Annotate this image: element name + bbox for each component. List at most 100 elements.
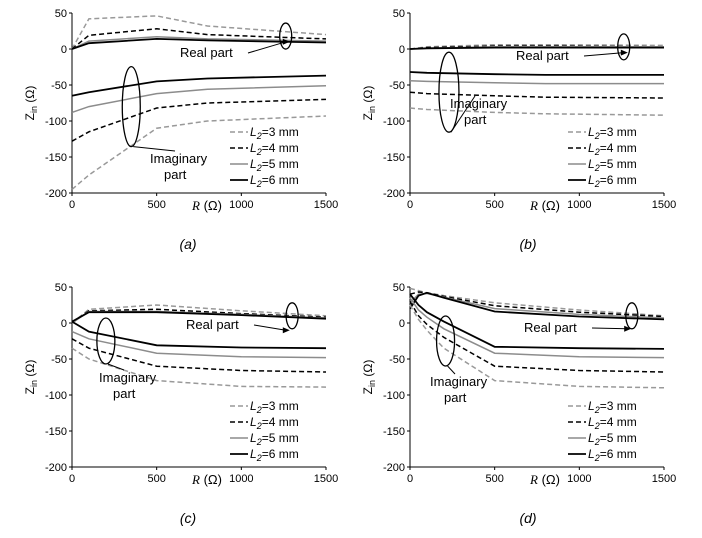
series-line-imaginary-3mm	[409, 304, 665, 389]
y-tick-label: -200	[383, 462, 405, 474]
series-line-real-3mm	[71, 304, 327, 324]
imaginary-part-label-line2: part	[444, 390, 467, 405]
y-tick-label: -200	[45, 188, 67, 200]
y-tick-label: 50	[55, 8, 67, 20]
y-tick-label: -100	[45, 116, 67, 128]
series-line-imaginary-4mm	[71, 338, 327, 373]
panel-label: (d)	[519, 510, 536, 526]
legend-entry: L2=3 mm	[250, 125, 299, 141]
x-tick-label: 1500	[652, 199, 676, 211]
legend-entry: L2=3 mm	[250, 399, 299, 415]
legend-entry: L2=5 mm	[588, 431, 637, 447]
series-line-imaginary-3mm	[409, 107, 665, 116]
x-tick-label: 500	[485, 473, 503, 485]
y-tick-label: 50	[393, 8, 405, 20]
y-tick-label: -50	[51, 80, 67, 92]
x-axis-label: R (Ω)	[191, 198, 222, 213]
y-tick-label: 0	[61, 318, 67, 330]
real-part-pointer	[247, 41, 286, 54]
x-tick-label: 0	[69, 199, 75, 211]
series-line-imaginary-5mm	[409, 79, 664, 85]
x-tick-label: 0	[69, 473, 75, 485]
legend-entry: L2=5 mm	[250, 431, 299, 447]
y-tick-label: -100	[383, 116, 405, 128]
real-part-arrowhead	[624, 325, 632, 332]
imaginary-part-label: Imaginary	[99, 370, 157, 385]
y-tick-label: 50	[55, 282, 67, 294]
y-tick-label: -150	[45, 426, 67, 438]
real-part-arrowhead	[620, 49, 628, 56]
series-line-imaginary-3mm	[71, 115, 327, 190]
imaginary-part-pointer	[107, 363, 125, 371]
legend-entry: L2=5 mm	[250, 157, 299, 173]
imaginary-part-label: Imaginary	[150, 151, 208, 166]
panel-label: (c)	[180, 510, 196, 526]
x-tick-label: 1500	[314, 473, 338, 485]
y-tick-label: -200	[45, 462, 67, 474]
y-tick-label: -100	[45, 390, 67, 402]
x-tick-label: 1000	[229, 199, 253, 211]
series-line-imaginary-4mm	[71, 98, 327, 142]
x-tick-label: 1000	[229, 473, 253, 485]
series-line-real-6mm	[409, 46, 664, 50]
x-tick-label: 500	[485, 199, 503, 211]
imaginary-part-ellipse	[438, 51, 460, 133]
x-tick-label: 1500	[652, 473, 676, 485]
x-tick-label: 1000	[567, 199, 591, 211]
series-line-imaginary-4mm	[409, 91, 665, 99]
legend-entry: L2=6 mm	[250, 173, 299, 189]
real-part-label: Real part	[180, 45, 233, 60]
series-line-real-4mm	[71, 308, 327, 324]
legend-entry: L2=6 mm	[250, 447, 299, 463]
real-part-ellipse	[279, 22, 293, 50]
y-tick-label: 50	[393, 282, 405, 294]
series-line-imaginary-5mm	[71, 84, 327, 114]
legend-entry: L2=3 mm	[588, 399, 637, 415]
y-tick-label: -50	[389, 354, 405, 366]
y-tick-label: 0	[399, 318, 405, 330]
imaginary-part-pointer	[447, 365, 456, 375]
series-line-real-6mm	[409, 291, 665, 321]
panel-label: (b)	[519, 236, 536, 252]
series-line-real-3mm	[409, 287, 665, 317]
real-part-ellipse	[625, 302, 639, 330]
real-part-label: Real part	[516, 48, 569, 63]
legend-entry: L2=5 mm	[588, 157, 637, 173]
series-line-imaginary-6mm	[71, 74, 327, 97]
legend-entry: L2=6 mm	[588, 447, 637, 463]
x-axis-label: R (Ω)	[191, 472, 222, 487]
imaginary-part-label-line2: part	[113, 386, 136, 401]
legend-entry: L2=4 mm	[250, 141, 299, 157]
y-tick-label: -50	[389, 80, 405, 92]
x-axis-label: R (Ω)	[529, 198, 560, 213]
x-axis-label: R (Ω)	[529, 472, 560, 487]
y-tick-label: -100	[383, 390, 405, 402]
series-line-real-5mm	[71, 36, 327, 50]
real-part-pointer	[591, 327, 628, 330]
x-tick-label: 1500	[314, 199, 338, 211]
imaginary-part-ellipse	[121, 65, 141, 148]
legend-entry: L2=4 mm	[588, 415, 637, 431]
imaginary-part-label: Imaginary	[430, 374, 488, 389]
x-tick-label: 500	[147, 199, 165, 211]
y-tick-label: -150	[45, 152, 67, 164]
real-part-label: Real part	[524, 320, 577, 335]
imaginary-part-pointer	[450, 95, 476, 133]
panel-label: (a)	[179, 236, 196, 252]
y-axis-label: Zin (Ω)	[23, 86, 39, 121]
real-part-pointer	[253, 324, 286, 331]
series-line-real-4mm	[71, 28, 327, 50]
series-line-imaginary-4mm	[409, 301, 665, 373]
legend-entry: L2=4 mm	[588, 141, 637, 157]
series-line-imaginary-5mm	[409, 297, 665, 359]
x-tick-label: 1000	[567, 473, 591, 485]
series-line-imaginary-6mm	[409, 71, 664, 76]
x-tick-label: 0	[407, 473, 413, 485]
real-part-arrowhead	[282, 38, 290, 45]
legend-entry: L2=3 mm	[588, 125, 637, 141]
real-part-arrowhead	[282, 327, 290, 334]
